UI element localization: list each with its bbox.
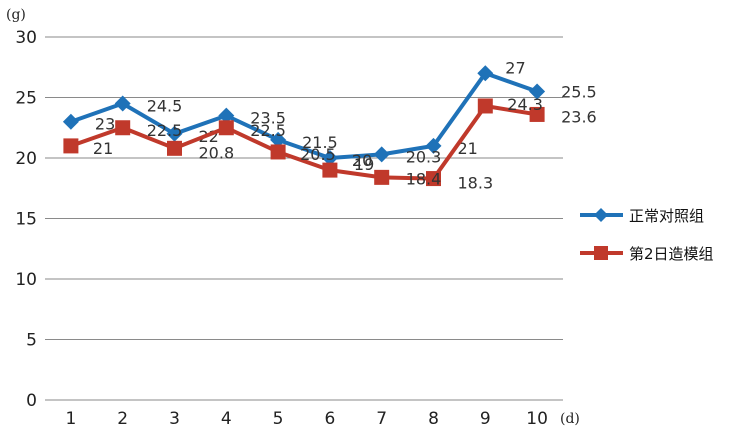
y-axis-ticks: 0 5 10 15 20 25 30 — [15, 28, 37, 411]
data-label: 27 — [505, 58, 525, 77]
data-label: 23.5 — [250, 109, 286, 128]
grid-lines — [45, 36, 563, 340]
data-point-marker — [114, 95, 131, 112]
x-tick-label: 3 — [169, 409, 180, 429]
data-label: 24.5 — [147, 97, 183, 116]
data-point-marker — [167, 140, 182, 156]
legend-label: 正常对照组 — [629, 207, 704, 225]
data-label: 21 — [458, 139, 478, 158]
data-point-marker — [270, 131, 287, 148]
series-line — [70, 103, 538, 181]
x-tick-label: 8 — [428, 409, 439, 429]
data-point-marker — [62, 113, 79, 130]
data-point-marker — [477, 98, 493, 114]
x-tick-label: 10 — [526, 409, 548, 429]
data-label: 18.3 — [458, 174, 494, 193]
series-2: 21 22.5 20.8 22.5 20.5 19 18.4 18.3 24.3 23.6 — [63, 95, 597, 193]
data-label: 18.4 — [406, 169, 442, 188]
legend-label: 第2日造模组 — [629, 245, 714, 263]
x-tick-label: 9 — [480, 409, 491, 429]
data-point-marker — [322, 162, 338, 178]
legend-item: 第2日造模组 — [580, 245, 714, 263]
y-tick-label: 5 — [26, 331, 37, 351]
data-label: 25.5 — [561, 82, 597, 101]
data-point-marker — [63, 138, 79, 154]
legend-marker — [594, 246, 608, 260]
x-tick-label: 6 — [324, 409, 335, 429]
data-label: 22.5 — [147, 121, 183, 140]
series-line — [70, 71, 538, 160]
data-label: 19 — [354, 155, 374, 174]
data-label: 23.6 — [561, 107, 597, 126]
data-label: 20.3 — [406, 147, 442, 166]
x-tick-label: 7 — [376, 409, 387, 429]
data-label: 20.8 — [199, 143, 235, 162]
data-label: 21.5 — [302, 133, 338, 152]
data-point-marker — [425, 137, 442, 154]
data-point-marker — [426, 171, 441, 187]
y-tick-label: 0 — [26, 391, 37, 411]
y-tick-label: 20 — [15, 149, 37, 169]
data-point-marker — [374, 169, 390, 185]
y-tick-label: 15 — [15, 210, 37, 230]
data-label: 23 — [95, 115, 115, 134]
data-point-marker — [270, 144, 286, 160]
x-tick-label: 2 — [117, 409, 128, 429]
data-label: 20.5 — [300, 145, 336, 164]
x-tick-label: 5 — [273, 409, 284, 429]
y-axis-unit: (g) — [6, 7, 26, 23]
x-axis-unit: (d) — [560, 411, 580, 427]
data-point-marker — [166, 125, 183, 142]
data-label: 24.3 — [507, 95, 543, 114]
data-label: 20 — [352, 151, 372, 170]
y-tick-label: 25 — [15, 89, 37, 109]
data-point-marker — [115, 120, 131, 136]
data-point-marker — [321, 150, 338, 166]
data-point-marker — [477, 65, 494, 82]
data-point-marker — [373, 146, 390, 163]
x-tick-label: 4 — [221, 409, 232, 429]
x-tick-label: 1 — [65, 409, 76, 429]
data-label: 22.5 — [250, 121, 286, 140]
legend-item: 正常对照组 — [580, 207, 704, 225]
data-point-marker — [218, 107, 235, 124]
x-axis-ticks: 1 2 3 4 5 6 7 8 9 10 — [65, 409, 547, 429]
y-tick-label: 10 — [15, 270, 37, 290]
data-label: 21 — [93, 139, 113, 158]
data-point-marker — [218, 120, 234, 136]
legend-marker — [594, 208, 608, 222]
y-tick-label: 30 — [15, 28, 37, 48]
data-point-marker — [529, 83, 546, 100]
data-point-marker — [529, 106, 545, 122]
